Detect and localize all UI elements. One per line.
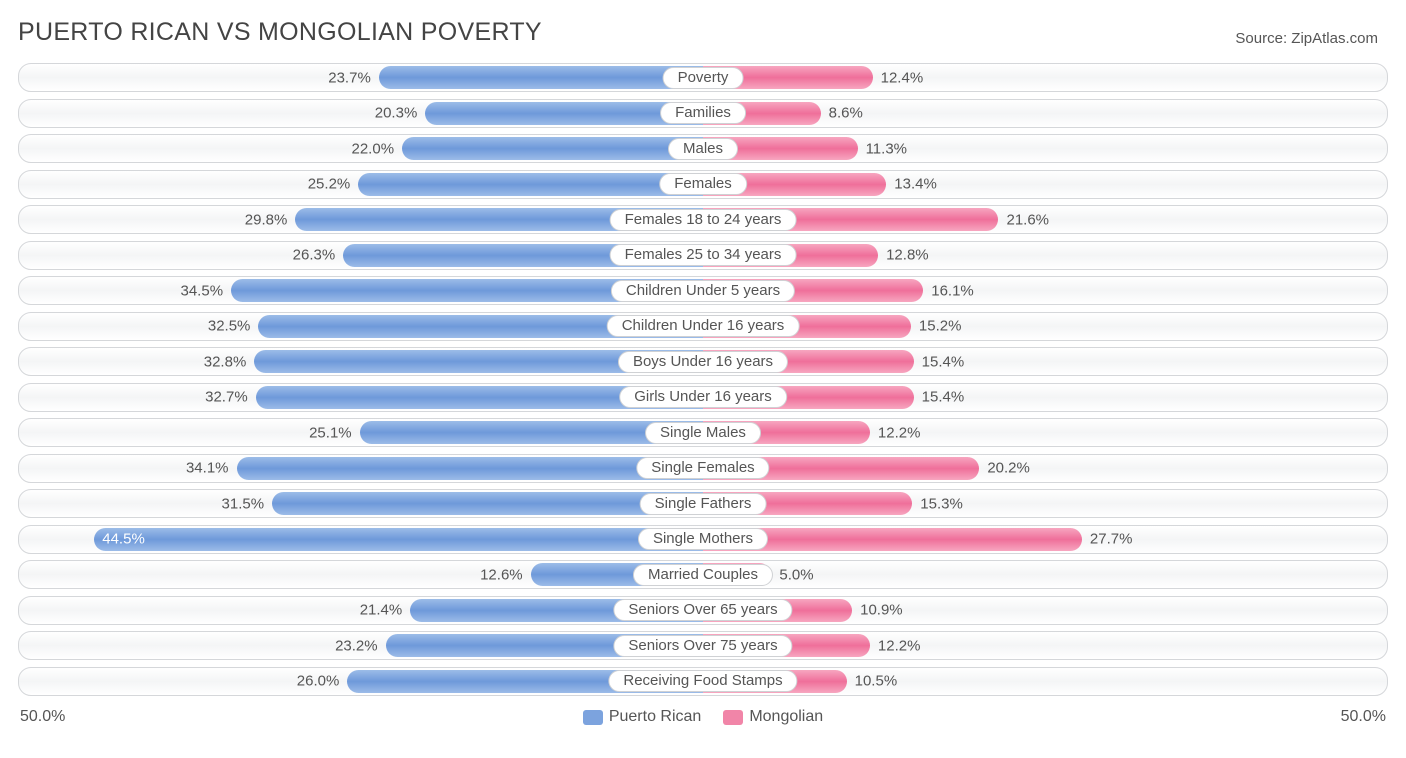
value-left: 26.3%: [293, 247, 336, 264]
value-right: 11.3%: [866, 140, 907, 157]
legend-swatch-left: [583, 710, 603, 725]
value-right: 15.4%: [922, 389, 965, 406]
chart-footer: 50.0% Puerto Rican Mongolian 50.0%: [0, 702, 1406, 726]
chart-row: 26.0% 10.5% Receiving Food Stamps: [18, 667, 1388, 696]
chart-row: 32.8% 15.4% Boys Under 16 years: [18, 347, 1388, 376]
value-right: 15.2%: [919, 318, 962, 335]
value-right: 27.7%: [1090, 531, 1133, 548]
value-right: 12.2%: [878, 424, 921, 441]
category-label: Males: [668, 138, 738, 160]
chart-row: 26.3% 12.8% Females 25 to 34 years: [18, 241, 1388, 270]
legend-label-right: Mongolian: [749, 708, 823, 726]
value-left: 23.2%: [335, 637, 378, 654]
category-label: Married Couples: [633, 564, 773, 586]
category-label: Seniors Over 65 years: [613, 599, 792, 621]
bar-left: [358, 173, 703, 196]
value-left: 21.4%: [360, 602, 403, 619]
chart-row: 23.7% 12.4% Poverty: [18, 63, 1388, 92]
legend: Puerto Rican Mongolian: [583, 708, 823, 726]
source-name: ZipAtlas.com: [1291, 30, 1378, 47]
category-label: Single Mothers: [638, 528, 768, 550]
category-label: Children Under 16 years: [607, 315, 800, 337]
legend-item-right: Mongolian: [723, 708, 823, 726]
value-left: 12.6%: [480, 566, 523, 583]
chart-row: 23.2% 12.2% Seniors Over 75 years: [18, 631, 1388, 660]
value-right: 8.6%: [829, 105, 863, 122]
value-left: 22.0%: [352, 140, 395, 157]
chart-row: 21.4% 10.9% Seniors Over 65 years: [18, 596, 1388, 625]
value-right: 12.2%: [878, 637, 921, 654]
value-right: 12.4%: [881, 69, 924, 86]
category-label: Families: [660, 102, 746, 124]
category-label: Receiving Food Stamps: [608, 670, 797, 692]
chart-header: PUERTO RICAN VS MONGOLIAN POVERTY Source…: [0, 0, 1406, 55]
category-label: Females 25 to 34 years: [610, 244, 797, 266]
category-label: Single Fathers: [640, 493, 767, 515]
value-right: 5.0%: [779, 566, 813, 583]
chart-row: 34.5% 16.1% Children Under 5 years: [18, 276, 1388, 305]
value-right: 10.9%: [860, 602, 903, 619]
value-left: 25.1%: [309, 424, 352, 441]
axis-right-max: 50.0%: [1341, 708, 1386, 726]
value-right: 20.2%: [987, 460, 1030, 477]
value-right: 15.4%: [922, 353, 965, 370]
value-right: 15.3%: [920, 495, 963, 512]
value-right: 10.5%: [855, 673, 898, 690]
category-label: Females: [659, 173, 747, 195]
chart-title: PUERTO RICAN VS MONGOLIAN POVERTY: [18, 18, 542, 47]
category-label: Single Males: [645, 422, 761, 444]
category-label: Poverty: [663, 67, 744, 89]
category-label: Boys Under 16 years: [618, 351, 788, 373]
category-label: Children Under 5 years: [611, 280, 795, 302]
chart-row: 20.3% 8.6% Families: [18, 99, 1388, 128]
legend-item-left: Puerto Rican: [583, 708, 702, 726]
chart-row: 44.5% 27.7% Single Mothers: [18, 525, 1388, 554]
bar-left: [379, 66, 703, 89]
value-left: 20.3%: [375, 105, 418, 122]
chart-row: 22.0% 11.3% Males: [18, 134, 1388, 163]
chart-row: 31.5% 15.3% Single Fathers: [18, 489, 1388, 518]
chart-row: 25.1% 12.2% Single Males: [18, 418, 1388, 447]
value-left: 23.7%: [328, 69, 371, 86]
bar-left: [402, 137, 703, 160]
value-right: 16.1%: [931, 282, 974, 299]
chart-source: Source: ZipAtlas.com: [1235, 30, 1378, 47]
value-left: 34.5%: [181, 282, 224, 299]
legend-label-left: Puerto Rican: [609, 708, 702, 726]
legend-swatch-right: [723, 710, 743, 725]
category-label: Females 18 to 24 years: [610, 209, 797, 231]
chart-row: 32.5% 15.2% Children Under 16 years: [18, 312, 1388, 341]
value-left: 31.5%: [222, 495, 265, 512]
value-left: 32.5%: [208, 318, 251, 335]
source-label: Source:: [1235, 30, 1291, 47]
chart-row: 29.8% 21.6% Females 18 to 24 years: [18, 205, 1388, 234]
value-left: 44.5%: [102, 531, 145, 548]
value-right: 13.4%: [894, 176, 937, 193]
bar-left: [94, 528, 703, 551]
chart-area: 23.7% 12.4% Poverty 20.3% 8.6% Families 22.0% 1…: [0, 55, 1406, 696]
chart-row: 32.7% 15.4% Girls Under 16 years: [18, 383, 1388, 412]
chart-row: 25.2% 13.4% Females: [18, 170, 1388, 199]
value-right: 12.8%: [886, 247, 929, 264]
value-left: 26.0%: [297, 673, 340, 690]
value-left: 25.2%: [308, 176, 351, 193]
chart-row: 34.1% 20.2% Single Females: [18, 454, 1388, 483]
value-left: 29.8%: [245, 211, 288, 228]
value-right: 21.6%: [1006, 211, 1049, 228]
value-left: 32.7%: [205, 389, 248, 406]
value-left: 32.8%: [204, 353, 247, 370]
value-left: 34.1%: [186, 460, 229, 477]
bar-left: [237, 457, 703, 480]
category-label: Seniors Over 75 years: [613, 635, 792, 657]
category-label: Single Females: [636, 457, 769, 479]
axis-left-max: 50.0%: [20, 708, 65, 726]
bar-left: [272, 492, 703, 515]
chart-row: 12.6% 5.0% Married Couples: [18, 560, 1388, 589]
category-label: Girls Under 16 years: [619, 386, 787, 408]
